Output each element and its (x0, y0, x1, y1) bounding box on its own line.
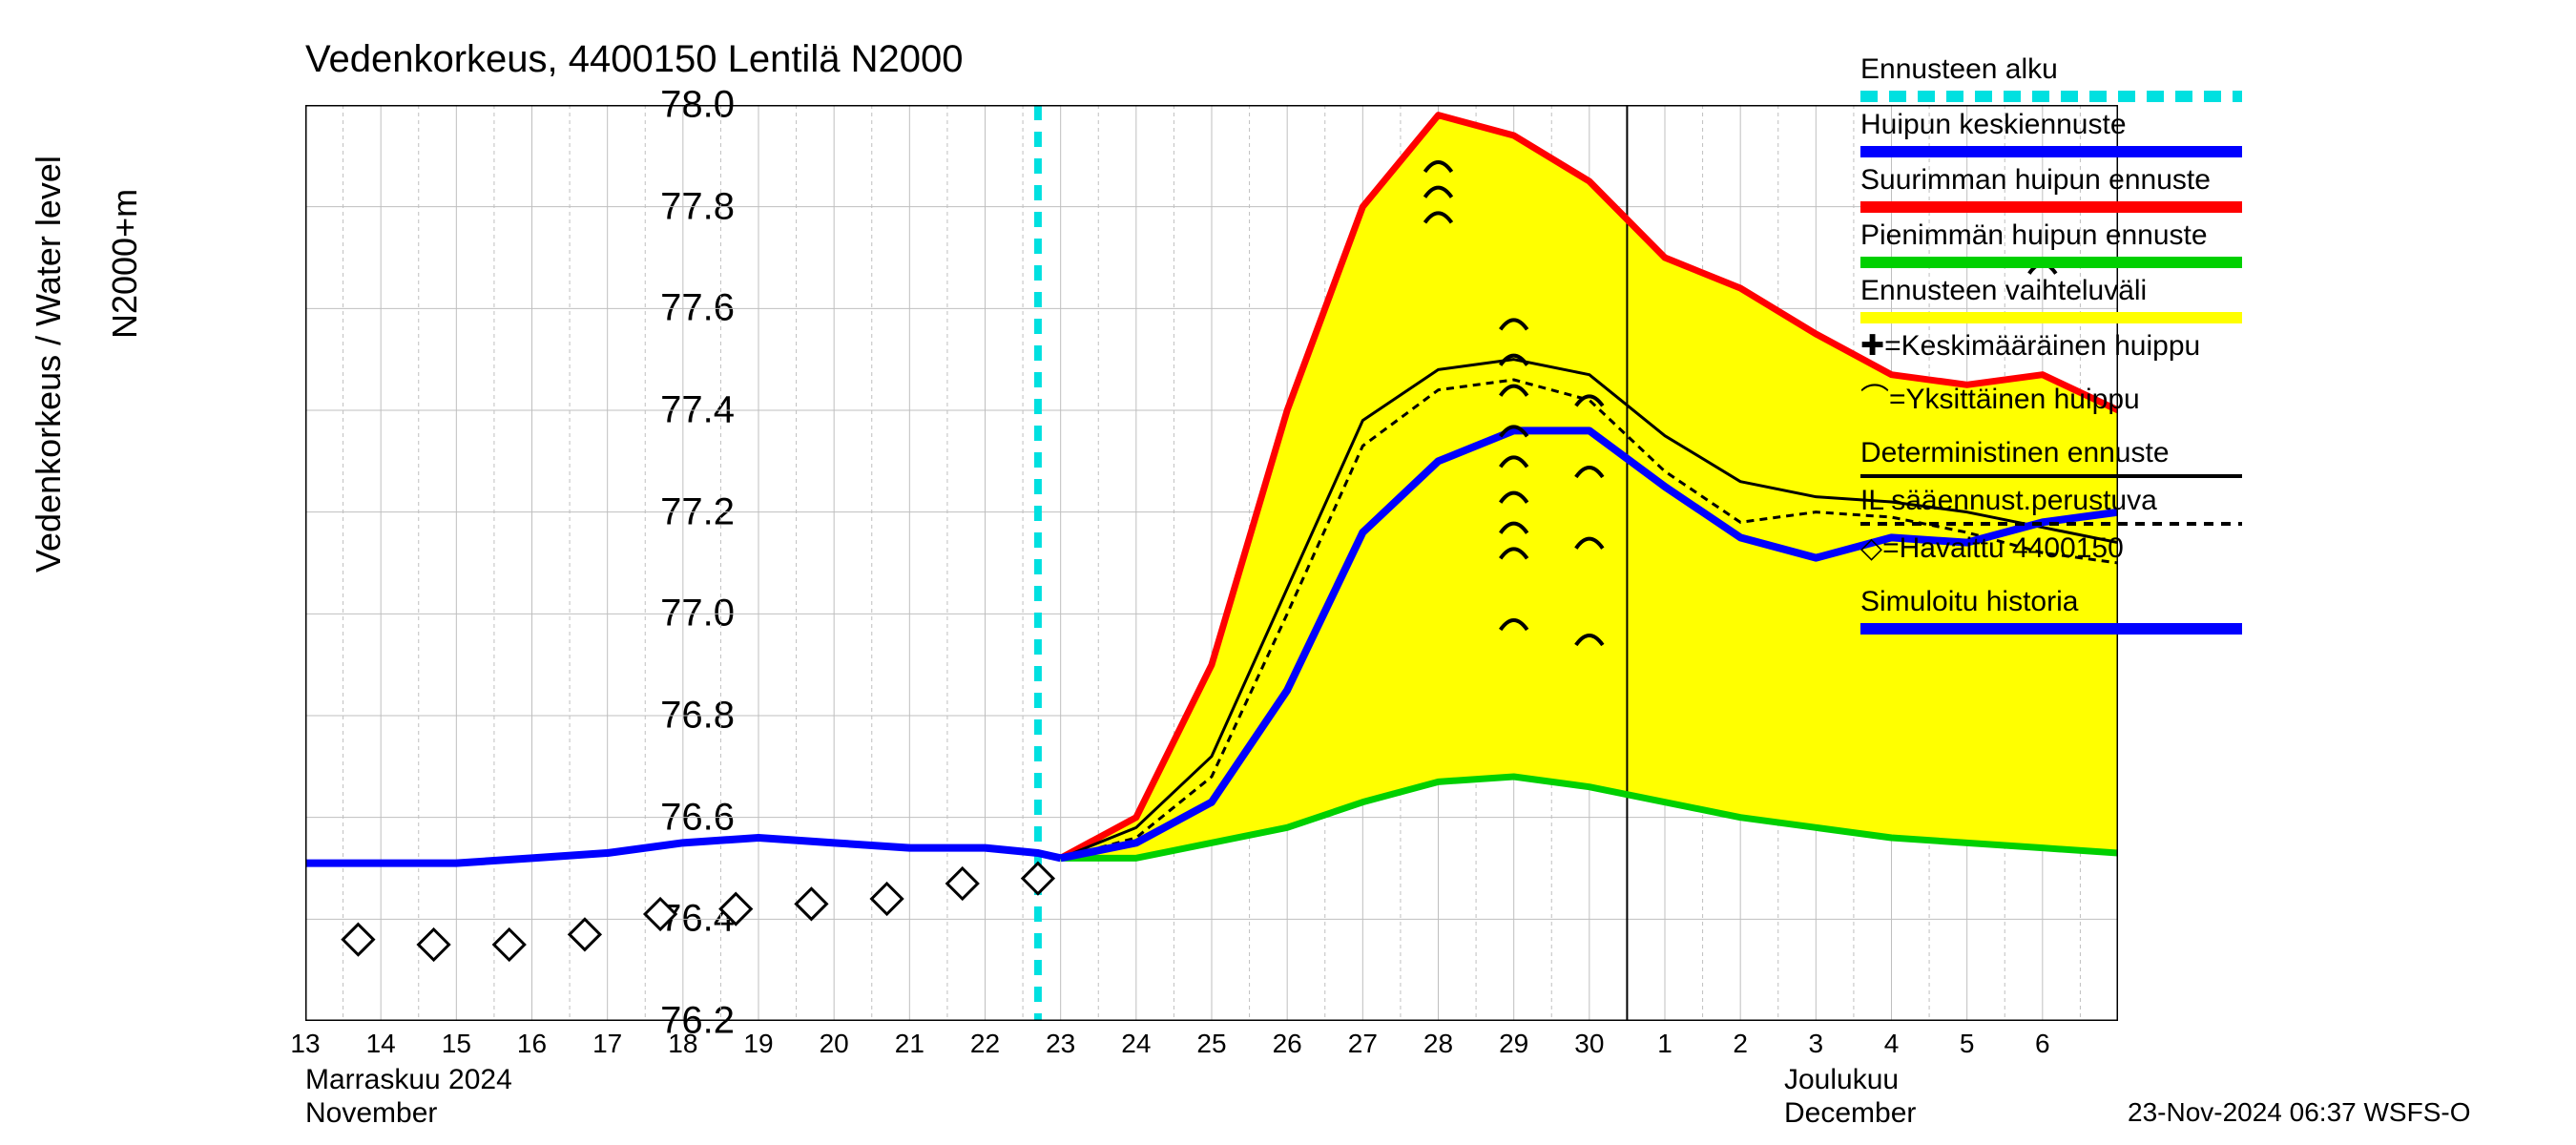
legend-item: Simuloitu historia (1860, 585, 2290, 635)
month2-en: December (1784, 1097, 1916, 1130)
legend-item: Ennusteen alku (1860, 52, 2290, 102)
y-axis-label: Vedenkorkeus / Water level (29, 156, 69, 572)
legend-item: ✚=Keskimääräinen huippu (1860, 329, 2290, 364)
legend-item: IL sääennust.perustuva (1860, 484, 2290, 526)
plot-area (305, 105, 2118, 1021)
legend-item: Deterministinen ennuste (1860, 436, 2290, 478)
legend-item: Suurimman huipun ennuste (1860, 163, 2290, 213)
legend-item: ◇=Havaittu 4400150 (1860, 531, 2290, 566)
legend-item: Ennusteen vaihteluväli (1860, 274, 2290, 323)
month1-fi: Marraskuu 2024 (305, 1064, 512, 1096)
legend: Ennusteen alku Huipun keskiennuste Suurimm… (1860, 52, 2290, 640)
legend-item: ⌒=Yksittäinen huippu (1860, 383, 2290, 417)
chart-container: Vedenkorkeus, 4400150 Lentilä N2000 Vede… (0, 0, 2576, 1145)
month2-fi: Joulukuu (1784, 1064, 1899, 1096)
footer-timestamp: 23-Nov-2024 06:37 WSFS-O (2128, 1097, 2471, 1128)
legend-item: Huipun keskiennuste (1860, 108, 2290, 157)
legend-item: Pienimmän huipun ennuste (1860, 219, 2290, 268)
month1-en: November (305, 1097, 437, 1130)
chart-title: Vedenkorkeus, 4400150 Lentilä N2000 (305, 38, 963, 81)
y-axis-label-units: N2000+m (105, 189, 145, 339)
